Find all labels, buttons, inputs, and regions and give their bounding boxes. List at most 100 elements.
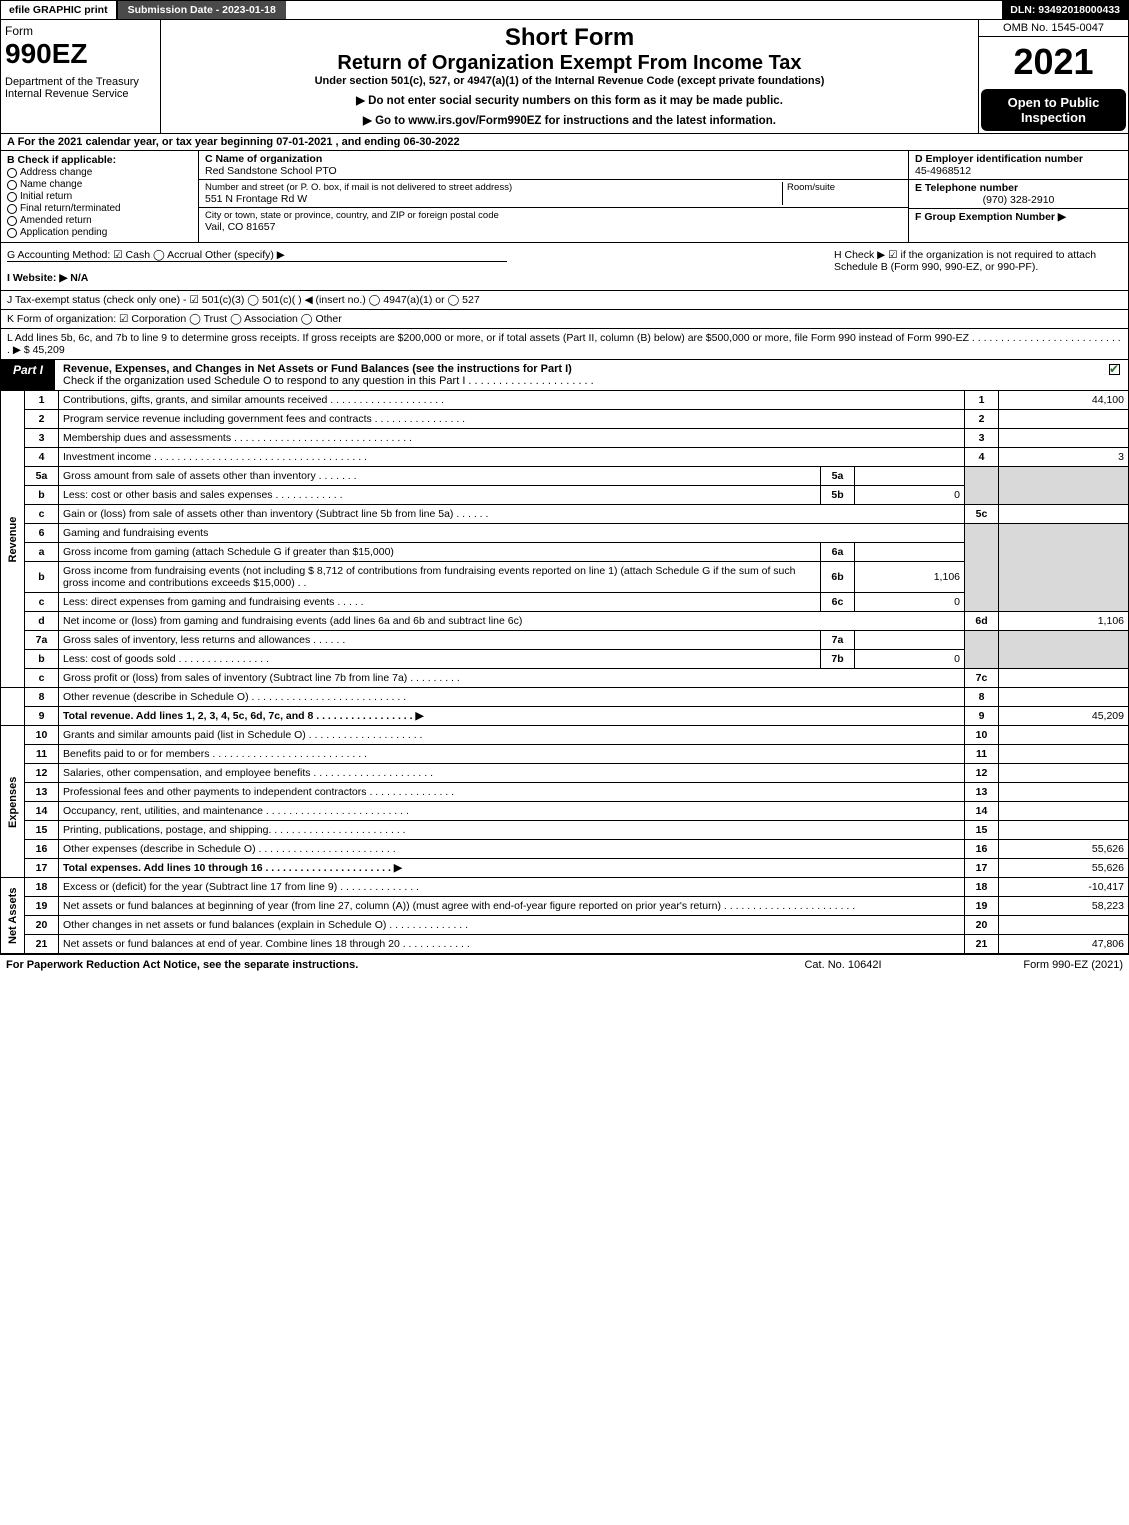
- side-expenses: Expenses: [1, 726, 25, 878]
- ln-9: 9: [25, 707, 59, 726]
- part1-sub: Check if the organization used Schedule …: [63, 375, 594, 387]
- addr-label: Number and street (or P. O. box, if mail…: [205, 182, 782, 193]
- g-accounting: G Accounting Method: ☑ Cash ◯ Accrual Ot…: [7, 249, 507, 262]
- footer-catno: Cat. No. 10642I: [743, 959, 943, 971]
- desc-7c: Gross profit or (loss) from sales of inv…: [59, 669, 965, 688]
- ln-14: 14: [25, 802, 59, 821]
- tax-year: 2021: [979, 37, 1128, 87]
- h-check: H Check ▶ ☑ if the organization is not r…: [828, 243, 1128, 290]
- ln-3: 3: [25, 429, 59, 448]
- ln-5b: b: [25, 486, 59, 505]
- ck-final-return[interactable]: Final return/terminated: [7, 203, 192, 214]
- form-word: Form: [5, 24, 156, 38]
- amt-10: [999, 726, 1129, 745]
- num-13: 13: [965, 783, 999, 802]
- num-3: 3: [965, 429, 999, 448]
- desc-7a: Gross sales of inventory, less returns a…: [59, 631, 821, 650]
- desc-18: Excess or (deficit) for the year (Subtra…: [59, 878, 965, 897]
- desc-16: Other expenses (describe in Schedule O) …: [59, 840, 965, 859]
- ln-7c: c: [25, 669, 59, 688]
- desc-17: Total expenses. Add lines 10 through 16 …: [59, 859, 965, 878]
- num-16: 16: [965, 840, 999, 859]
- amt-1: 44,100: [999, 391, 1129, 410]
- ck-amended-return[interactable]: Amended return: [7, 215, 192, 226]
- num-8: 8: [965, 688, 999, 707]
- efile-print-button[interactable]: efile GRAPHIC print: [1, 1, 118, 19]
- desc-6a: Gross income from gaming (attach Schedul…: [59, 543, 821, 562]
- col-c: C Name of organization Red Sandstone Sch…: [199, 151, 908, 242]
- desc-5b: Less: cost or other basis and sales expe…: [59, 486, 821, 505]
- num-20: 20: [965, 916, 999, 935]
- ln-5a: 5a: [25, 467, 59, 486]
- omb-number: OMB No. 1545-0047: [979, 20, 1128, 37]
- desc-3: Membership dues and assessments . . . . …: [59, 429, 965, 448]
- desc-13: Professional fees and other payments to …: [59, 783, 965, 802]
- desc-15: Printing, publications, postage, and shi…: [59, 821, 965, 840]
- shade-6: [965, 524, 999, 612]
- ck-address-change[interactable]: Address change: [7, 167, 192, 178]
- ln-7a: 7a: [25, 631, 59, 650]
- amt-13: [999, 783, 1129, 802]
- phone: (970) 328-2910: [915, 194, 1122, 206]
- ck-name-change[interactable]: Name change: [7, 179, 192, 190]
- part1-label: Part I: [1, 360, 55, 390]
- shade-7amt: [999, 631, 1129, 669]
- side-netassets: Net Assets: [1, 878, 25, 954]
- amt-4: 3: [999, 448, 1129, 467]
- part1-checkbox[interactable]: [1109, 364, 1120, 375]
- street-address: 551 N Frontage Rd W: [205, 193, 782, 205]
- short-form-title: Short Form: [167, 24, 972, 52]
- amt-14: [999, 802, 1129, 821]
- subamt-6b: 1,106: [855, 562, 965, 593]
- open-to-public: Open to Public Inspection: [981, 89, 1126, 131]
- num-11: 11: [965, 745, 999, 764]
- lines-table: Revenue 1 Contributions, gifts, grants, …: [0, 391, 1129, 954]
- num-5c: 5c: [965, 505, 999, 524]
- block-bcdef: B Check if applicable: Address change Na…: [0, 151, 1129, 243]
- num-17: 17: [965, 859, 999, 878]
- return-title: Return of Organization Exempt From Incom…: [167, 52, 972, 75]
- amt-6d: 1,106: [999, 612, 1129, 631]
- sub-5a: 5a: [821, 467, 855, 486]
- city-state-zip: Vail, CO 81657: [205, 221, 499, 233]
- num-4: 4: [965, 448, 999, 467]
- row-l: L Add lines 5b, 6c, and 7b to line 9 to …: [0, 329, 1129, 360]
- i-website: I Website: ▶ N/A: [7, 272, 88, 284]
- goto-link[interactable]: ▶ Go to www.irs.gov/Form990EZ for instru…: [167, 113, 972, 127]
- amt-20: [999, 916, 1129, 935]
- ln-17: 17: [25, 859, 59, 878]
- sub-6b: 6b: [821, 562, 855, 593]
- submission-date-button[interactable]: Submission Date - 2023-01-18: [118, 1, 286, 19]
- ln-12: 12: [25, 764, 59, 783]
- ln-11: 11: [25, 745, 59, 764]
- ln-5c: c: [25, 505, 59, 524]
- ck-initial-return[interactable]: Initial return: [7, 191, 192, 202]
- num-7c: 7c: [965, 669, 999, 688]
- subamt-7b: 0: [855, 650, 965, 669]
- amt-8: [999, 688, 1129, 707]
- amt-2: [999, 410, 1129, 429]
- num-1: 1: [965, 391, 999, 410]
- ln-18: 18: [25, 878, 59, 897]
- sub-7a: 7a: [821, 631, 855, 650]
- desc-2: Program service revenue including govern…: [59, 410, 965, 429]
- col-b: B Check if applicable: Address change Na…: [1, 151, 199, 242]
- ln-16: 16: [25, 840, 59, 859]
- ln-15: 15: [25, 821, 59, 840]
- num-15: 15: [965, 821, 999, 840]
- desc-6b: Gross income from fundraising events (no…: [59, 562, 821, 593]
- desc-6d: Net income or (loss) from gaming and fun…: [59, 612, 965, 631]
- b-label: B Check if applicable:: [7, 154, 116, 166]
- part1-title: Revenue, Expenses, and Changes in Net As…: [63, 363, 572, 375]
- subamt-5a: [855, 467, 965, 486]
- ssn-warning: ▶ Do not enter social security numbers o…: [167, 93, 972, 107]
- num-12: 12: [965, 764, 999, 783]
- num-19: 19: [965, 897, 999, 916]
- shade-7: [965, 631, 999, 669]
- amt-11: [999, 745, 1129, 764]
- org-name: Red Sandstone School PTO: [205, 165, 902, 177]
- ck-application-pending[interactable]: Application pending: [7, 227, 192, 238]
- ln-8: 8: [25, 688, 59, 707]
- ln-19: 19: [25, 897, 59, 916]
- amt-5c: [999, 505, 1129, 524]
